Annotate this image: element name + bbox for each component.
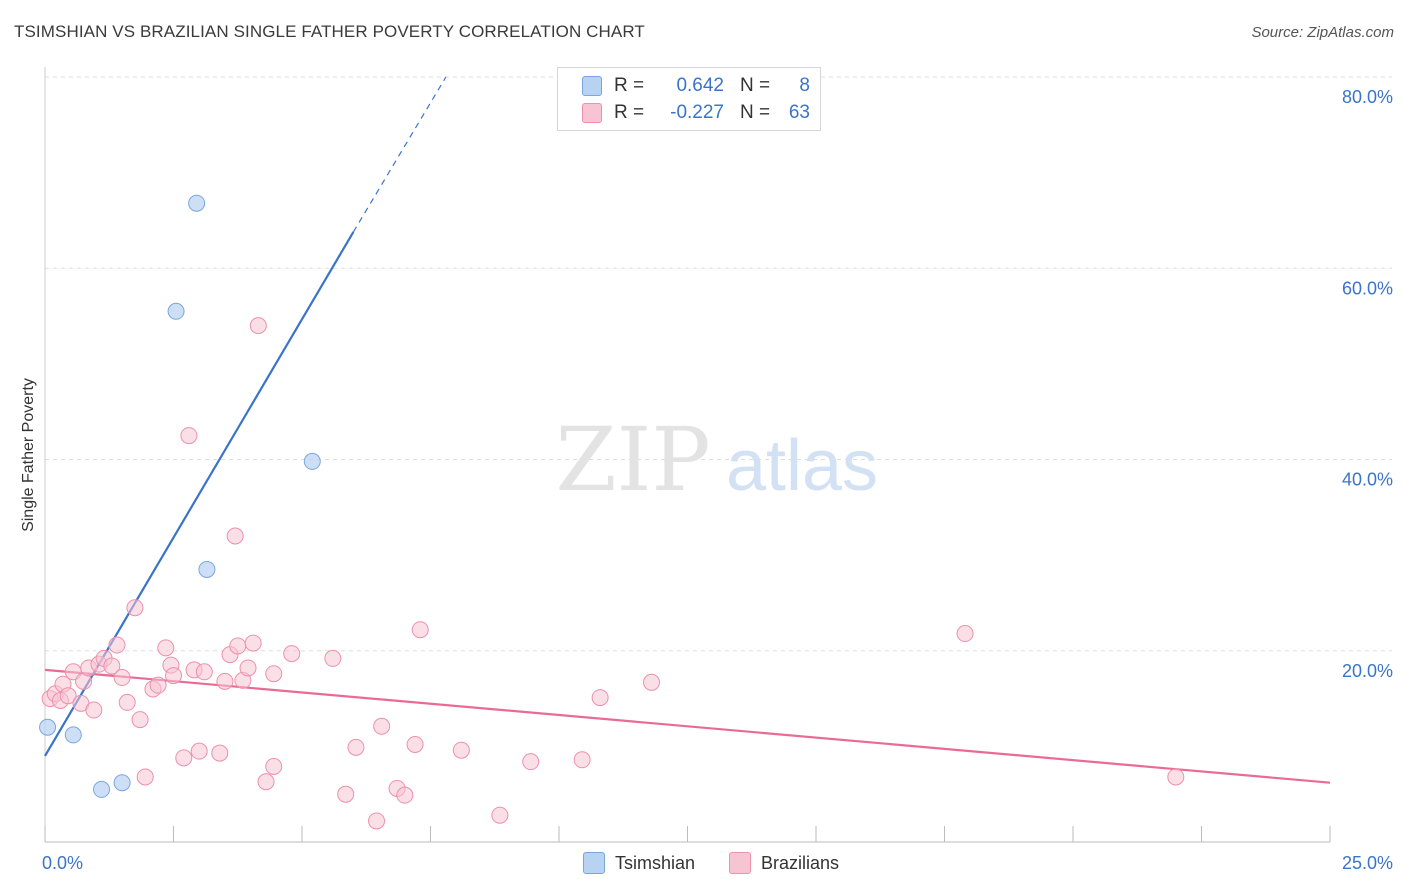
- y-tick-label: 80.0%: [1342, 87, 1393, 107]
- brazilians-swatch: [582, 103, 602, 123]
- n-label: N =: [740, 75, 771, 96]
- tsimshian-point: [113, 774, 131, 792]
- brazilians-point: [373, 717, 391, 735]
- chart-title: TSIMSHIAN VS BRAZILIAN SINGLE FATHER POV…: [14, 22, 645, 41]
- brazilians-point: [113, 669, 131, 687]
- y-axis-label: Single Father Poverty: [20, 378, 37, 532]
- brazilians-point: [180, 427, 198, 445]
- tsimshian-point: [303, 452, 321, 470]
- series-legend: Tsimshian Brazilians: [583, 852, 873, 874]
- x-tick-label: 0.0%: [42, 853, 83, 873]
- legend-label-brazilians: Brazilians: [761, 852, 840, 873]
- brazilians-point: [368, 812, 386, 830]
- correlation-legend: R = 0.642 N = 8 R = -0.227 N = 63: [557, 67, 821, 131]
- tsimshian-point: [167, 302, 185, 320]
- zipatlas-watermark: ZIP atlas: [555, 408, 878, 511]
- tsimshian-swatch: [583, 852, 605, 874]
- brazilians-points: [41, 317, 1185, 830]
- brazilians-point: [175, 749, 193, 767]
- tsimshian-point: [93, 780, 111, 798]
- tsimshian-point: [198, 560, 216, 578]
- legend-item-brazilians[interactable]: Brazilians: [729, 852, 839, 874]
- watermark-atlas: atlas: [726, 426, 878, 506]
- brazilians-point: [85, 701, 103, 719]
- brazilians-point: [244, 634, 262, 652]
- brazilians-point: [226, 527, 244, 545]
- brazilians-point: [126, 599, 144, 617]
- brazilians-point: [491, 806, 509, 824]
- y-tick-label: 60.0%: [1342, 278, 1393, 298]
- y-tick-label: 20.0%: [1342, 661, 1393, 681]
- legend-label-tsimshian: Tsimshian: [615, 852, 696, 873]
- r-value: 0.642: [676, 75, 724, 96]
- brazilians-point: [337, 785, 355, 803]
- legend-row-brazilians: R = -0.227 N = 63: [582, 101, 810, 125]
- tsimshian-point: [188, 194, 206, 212]
- r-value: -0.227: [670, 102, 724, 123]
- axes: [44, 67, 1331, 843]
- watermark-zip: ZIP: [555, 408, 710, 511]
- tsimshian-point: [64, 726, 82, 744]
- tsimshian-points: [39, 194, 321, 798]
- brazilians-point: [265, 665, 283, 683]
- brazilians-point: [249, 317, 267, 335]
- brazilians-point: [165, 667, 182, 685]
- brazilians-point: [190, 742, 208, 760]
- brazilians-point: [522, 753, 540, 771]
- tsimshian-swatch: [582, 76, 602, 96]
- tsimshian-trendline-extension: [352, 76, 447, 233]
- brazilians-point: [216, 672, 234, 690]
- brazilians-point: [283, 645, 301, 663]
- source-label: Source: ZipAtlas.com: [1251, 24, 1394, 41]
- brazilians-trendline: [44, 668, 1331, 784]
- brazilians-point: [149, 676, 167, 694]
- brazilians-point: [265, 757, 283, 775]
- brazilians-swatch: [729, 852, 752, 874]
- r-label: R =: [614, 102, 645, 123]
- brazilians-point: [591, 689, 609, 707]
- brazilians-point: [211, 744, 229, 762]
- n-value: 63: [788, 102, 810, 123]
- n-value: 8: [799, 75, 810, 96]
- brazilians-point: [396, 786, 414, 804]
- brazilians-point: [347, 738, 365, 756]
- brazilians-point: [157, 639, 175, 657]
- n-label: N =: [740, 102, 771, 123]
- brazilians-point: [239, 659, 257, 677]
- legend-row-tsimshian: R = 0.642 N = 8: [582, 74, 810, 98]
- brazilians-point: [573, 751, 591, 769]
- brazilians-point: [1167, 768, 1185, 786]
- brazilians-point: [956, 625, 974, 643]
- tsimshian-point: [39, 718, 57, 736]
- y-tick-label: 40.0%: [1342, 470, 1393, 490]
- x-tick-labels: 0.0% 25.0%: [42, 853, 1393, 873]
- brazilians-point: [406, 735, 424, 753]
- brazilians-point: [257, 773, 275, 791]
- brazilians-point: [324, 649, 342, 667]
- brazilians-point: [195, 663, 213, 681]
- legend-item-tsimshian[interactable]: Tsimshian: [583, 852, 695, 874]
- brazilians-point: [229, 637, 247, 655]
- r-label: R =: [614, 75, 645, 96]
- grid-lines: [45, 76, 1392, 652]
- brazilians-point: [131, 711, 149, 729]
- brazilians-point: [103, 657, 121, 675]
- brazilians-point: [118, 693, 136, 711]
- brazilians-point: [452, 741, 470, 759]
- brazilians-point: [59, 687, 77, 705]
- x-tick-label: 25.0%: [1342, 853, 1393, 873]
- y-tick-labels: 20.0% 40.0% 60.0% 80.0%: [1342, 87, 1393, 681]
- brazilians-point: [108, 636, 126, 654]
- brazilians-point: [643, 673, 661, 691]
- brazilians-point: [411, 621, 429, 639]
- brazilians-point: [136, 768, 154, 786]
